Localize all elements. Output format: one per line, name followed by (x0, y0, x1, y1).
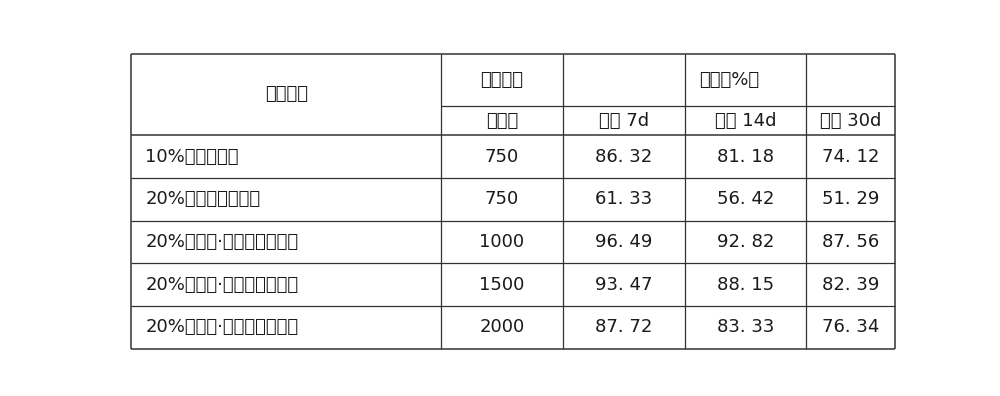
Text: 51. 29: 51. 29 (822, 190, 879, 208)
Text: 88. 15: 88. 15 (717, 276, 774, 293)
Text: 1500: 1500 (479, 276, 525, 293)
Text: 74. 12: 74. 12 (822, 148, 879, 166)
Text: 20%丁氟螨酯悬浮剂: 20%丁氟螨酯悬浮剂 (145, 190, 260, 208)
Text: 56. 42: 56. 42 (717, 190, 774, 208)
Text: 87. 56: 87. 56 (822, 233, 879, 251)
Text: 药后 7d: 药后 7d (599, 112, 649, 129)
Text: 76. 34: 76. 34 (822, 318, 879, 336)
Text: 86. 32: 86. 32 (595, 148, 652, 166)
Text: 药后 14d: 药后 14d (715, 112, 776, 129)
Text: 81. 18: 81. 18 (717, 148, 774, 166)
Text: 稀释倍数: 稀释倍数 (481, 71, 524, 89)
Text: 96. 49: 96. 49 (595, 233, 652, 251)
Text: 2000: 2000 (479, 318, 525, 336)
Text: 93. 47: 93. 47 (595, 276, 652, 293)
Text: 药后 30d: 药后 30d (820, 112, 881, 129)
Text: 20%吡丙醚·丁氟螨酯悬浮剂: 20%吡丙醚·丁氟螨酯悬浮剂 (145, 276, 298, 293)
Text: 10%吡丙醚乳油: 10%吡丙醚乳油 (145, 148, 239, 166)
Text: 92. 82: 92. 82 (717, 233, 774, 251)
Text: 87. 72: 87. 72 (595, 318, 652, 336)
Text: 1000: 1000 (479, 233, 525, 251)
Text: 20%吡丙醚·丁氟螨酯悬浮剂: 20%吡丙醚·丁氟螨酯悬浮剂 (145, 318, 298, 336)
Text: （倍）: （倍） (486, 112, 518, 129)
Text: 61. 33: 61. 33 (595, 190, 652, 208)
Text: 83. 33: 83. 33 (717, 318, 774, 336)
Text: 750: 750 (485, 148, 519, 166)
Text: 防效（%）: 防效（%） (699, 71, 759, 89)
Text: 处理药剂: 处理药剂 (265, 86, 308, 103)
Text: 82. 39: 82. 39 (822, 276, 879, 293)
Text: 20%吡丙醚·丁氟螨酯悬浮剂: 20%吡丙醚·丁氟螨酯悬浮剂 (145, 233, 298, 251)
Text: 750: 750 (485, 190, 519, 208)
